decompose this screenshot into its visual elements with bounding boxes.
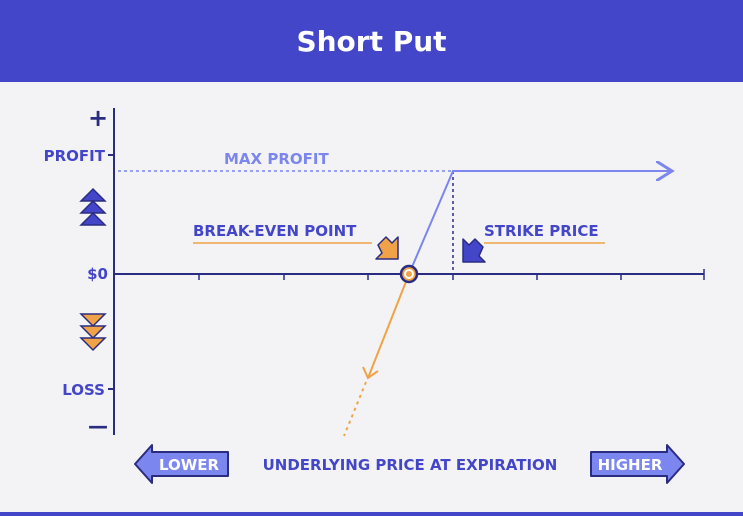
higher-arrow-icon <box>590 444 685 484</box>
page-title: Short Put <box>296 24 447 58</box>
profit-label: PROFIT <box>44 147 106 165</box>
strike-price-label: STRIKE PRICE <box>484 222 599 240</box>
payoff-line-loss <box>367 273 410 379</box>
break-even-pointer-icon <box>375 236 399 260</box>
x-axis-title: UNDERLYING PRICE AT EXPIRATION <box>263 456 558 474</box>
lower-label: LOWER <box>159 456 220 474</box>
loss-arrowhead <box>362 366 379 380</box>
y-axis-top-symbol: + <box>88 104 108 132</box>
payoff-line-profit <box>408 171 672 275</box>
lower-arrow-icon <box>134 444 229 484</box>
break-even-marker-dot <box>406 271 412 277</box>
strike-pointer-icon <box>462 238 486 263</box>
break-even-label: BREAK-EVEN POINT <box>193 222 357 240</box>
zero-label: $0 <box>87 265 108 283</box>
title-banner: Short Put <box>0 0 743 82</box>
x-axis-ticks <box>198 269 705 280</box>
profit-up-icon <box>79 187 107 226</box>
higher-label: HIGHER <box>598 456 663 474</box>
loss-label: LOSS <box>62 381 105 399</box>
payoff-line-loss-extension <box>343 381 367 437</box>
max-profit-label: MAX PROFIT <box>224 150 329 168</box>
loss-down-icon <box>79 313 107 352</box>
y-axis-bottom-symbol: — <box>88 414 108 438</box>
bottom-border <box>0 512 743 516</box>
